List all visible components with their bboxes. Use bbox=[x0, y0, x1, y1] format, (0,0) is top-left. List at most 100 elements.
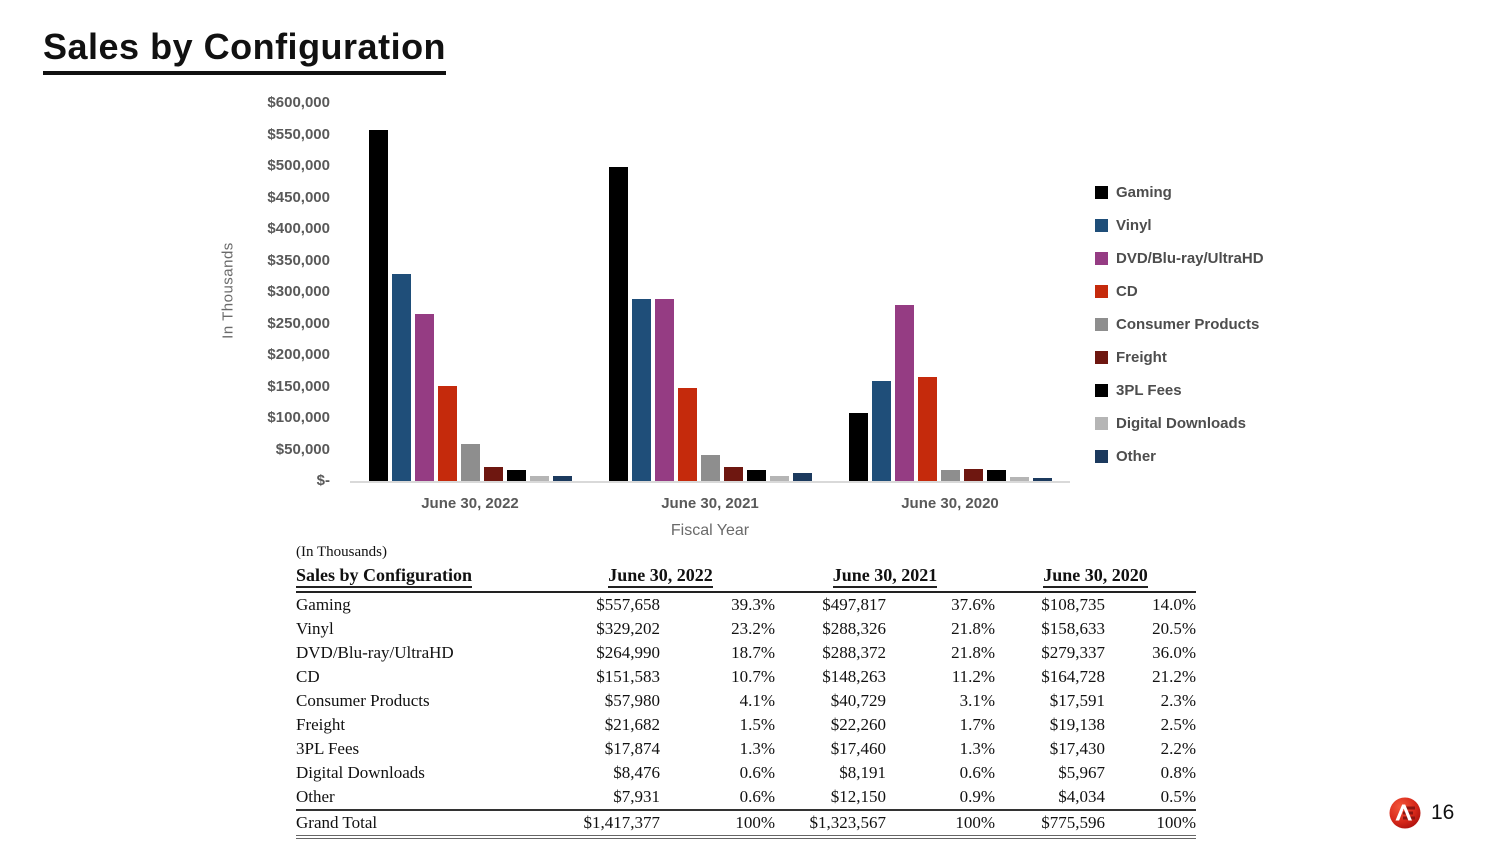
bar-cd-june-30-2021 bbox=[677, 387, 697, 481]
table-row-cd: CD $151,583 10.7% $148,263 11.2% $164,728 21.2… bbox=[296, 665, 1196, 689]
row-value: $288,326 bbox=[822, 619, 887, 638]
table-header-row: Sales by Configuration June 30, 2022 Jun… bbox=[296, 565, 1197, 593]
bar-other-june-30-2020 bbox=[1032, 478, 1052, 481]
y-tick-100-000: $100,000 bbox=[267, 409, 330, 426]
bar-group-june-30-2021 bbox=[590, 103, 830, 481]
row-value: 21.8% bbox=[951, 619, 996, 638]
bar-consumer-products-june-30-2021 bbox=[700, 455, 720, 481]
bar-group-june-30-2022 bbox=[350, 103, 590, 481]
table-row-dvd-blu-ray-ultrahd: DVD/Blu-ray/UltraHD $264,990 18.7% $288,372… bbox=[296, 641, 1196, 665]
row-value: $17,591 bbox=[1049, 691, 1106, 710]
sales-by-configuration-table: Sales by Configuration June 30, 2022 Jun… bbox=[296, 565, 1197, 839]
row-value: $21,682 bbox=[604, 715, 660, 734]
row-label: Freight bbox=[296, 715, 346, 734]
bar-vinyl-june-30-2020 bbox=[871, 381, 891, 481]
row-value: 37.6% bbox=[951, 595, 996, 614]
row-label: Grand Total bbox=[296, 809, 546, 839]
table-header-year-2022: June 30, 2022 bbox=[546, 565, 776, 593]
row-value: 39.3% bbox=[731, 595, 776, 614]
row-value: $1,417,377 bbox=[546, 809, 660, 839]
row-value: $7,931 bbox=[613, 787, 660, 806]
table-units-note: (In Thousands) bbox=[296, 544, 387, 560]
legend-label: Gaming bbox=[1116, 183, 1172, 201]
row-label: Consumer Products bbox=[296, 691, 430, 710]
chart-legend: Gaming Vinyl DVD/Blu-ray/UltraHD CD Consumer… bbox=[1095, 182, 1264, 466]
row-value: $57,980 bbox=[604, 691, 660, 710]
row-value: 1.7% bbox=[959, 715, 996, 734]
legend-item-gaming: Gaming bbox=[1095, 182, 1264, 202]
bar-vinyl-june-30-2021 bbox=[631, 299, 651, 481]
legend-item-vinyl: Vinyl bbox=[1095, 215, 1264, 235]
row-value: 20.5% bbox=[1152, 619, 1197, 638]
row-value: $8,191 bbox=[839, 763, 887, 782]
row-value: 3.1% bbox=[959, 691, 996, 710]
table-row-3pl-fees: 3PL Fees $17,874 1.3% $17,460 1.3% $17,430 2.2… bbox=[296, 737, 1196, 761]
row-label: Digital Downloads bbox=[296, 763, 425, 782]
legend-swatch-consumer-products bbox=[1095, 317, 1108, 331]
row-value: 0.6% bbox=[739, 763, 776, 782]
row-value: $557,658 bbox=[596, 595, 660, 614]
bar-cd-june-30-2020 bbox=[917, 377, 937, 481]
row-value: $158,633 bbox=[1041, 619, 1106, 638]
bar-digital-downloads-june-30-2022 bbox=[529, 475, 549, 481]
row-value: 4.1% bbox=[739, 691, 776, 710]
y-tick-150-000: $150,000 bbox=[267, 377, 330, 395]
bar-digital-downloads-june-30-2021 bbox=[769, 475, 789, 481]
legend-swatch-vinyl bbox=[1095, 218, 1108, 232]
row-label: Other bbox=[296, 787, 335, 806]
row-value: 21.2% bbox=[1152, 667, 1197, 686]
row-value: 0.6% bbox=[959, 763, 996, 782]
bar-gaming-june-30-2021 bbox=[608, 167, 628, 481]
row-value: 2.5% bbox=[1160, 715, 1197, 734]
row-value: 11.2% bbox=[951, 667, 996, 686]
legend-label: 3PL Fees bbox=[1116, 381, 1182, 399]
bar-freight-june-30-2020 bbox=[963, 468, 983, 481]
x-label-june-30-2020: June 30, 2020 bbox=[901, 495, 999, 512]
table-row-freight: Freight $21,682 1.5% $22,260 1.7% $19,138 2.5% bbox=[296, 713, 1196, 737]
x-label-june-30-2022: June 30, 2022 bbox=[421, 495, 519, 512]
row-value: $17,874 bbox=[604, 739, 660, 758]
company-logo bbox=[1389, 797, 1421, 829]
row-value: 0.5% bbox=[1160, 787, 1197, 806]
bar-other-june-30-2022 bbox=[552, 476, 572, 481]
row-value: 10.7% bbox=[731, 667, 776, 686]
legend-label: Consumer Products bbox=[1116, 315, 1260, 333]
x-axis-category-labels: June 30, 2022 June 30, 2021 June 30, 2020 bbox=[350, 495, 1070, 512]
bar-3pl-fees-june-30-2021 bbox=[746, 470, 766, 481]
row-label: Vinyl bbox=[296, 619, 334, 638]
legend-item-dvd-blu-ray-ultrahd: DVD/Blu-ray/UltraHD bbox=[1095, 248, 1264, 268]
bar-3pl-fees-june-30-2022 bbox=[506, 469, 526, 481]
row-value: 1.5% bbox=[739, 715, 776, 734]
bar-freight-june-30-2022 bbox=[483, 467, 503, 481]
y-tick-550-000: $550,000 bbox=[267, 125, 330, 143]
row-label: CD bbox=[296, 667, 320, 686]
row-value: 1.3% bbox=[959, 739, 996, 758]
bar-cd-june-30-2022 bbox=[437, 385, 457, 481]
row-value: 2.2% bbox=[1160, 739, 1197, 758]
row-value: 14.0% bbox=[1152, 595, 1197, 614]
row-value: $5,967 bbox=[1058, 763, 1106, 782]
legend-label: Vinyl bbox=[1116, 216, 1152, 234]
table-header-label: Sales by Configuration bbox=[296, 565, 546, 593]
legend-label: CD bbox=[1116, 282, 1138, 300]
row-value: $164,728 bbox=[1041, 667, 1106, 686]
table-total-row: Grand Total $1,417,377 100% $1,323,567 100% $… bbox=[296, 809, 1197, 839]
row-value: 0.6% bbox=[739, 787, 776, 806]
bar-dvd-blu-ray-ultrahd-june-30-2020 bbox=[894, 305, 914, 481]
row-value: $329,202 bbox=[596, 619, 660, 638]
row-label: 3PL Fees bbox=[296, 739, 360, 758]
row-value: $17,430 bbox=[1049, 739, 1106, 758]
table-row-gaming: Gaming $557,658 39.3% $497,817 37.6% $108,735… bbox=[296, 592, 1196, 617]
row-value: $497,817 bbox=[822, 595, 887, 614]
bar-group-june-30-2020 bbox=[830, 103, 1070, 481]
y-tick-250-000: $250,000 bbox=[267, 314, 330, 332]
row-value: $264,990 bbox=[596, 643, 660, 662]
row-value: $12,150 bbox=[830, 787, 887, 806]
y-tick-400-000: $400,000 bbox=[267, 220, 330, 237]
row-value: $148,263 bbox=[822, 667, 887, 686]
y-tick-200-000: $200,000 bbox=[267, 346, 330, 363]
legend-item-other: Other bbox=[1095, 446, 1264, 466]
row-value: $775,596 bbox=[995, 809, 1106, 839]
bar-vinyl-june-30-2022 bbox=[391, 273, 411, 481]
legend-swatch-dvd-blu-ray-ultrahd bbox=[1095, 251, 1108, 265]
